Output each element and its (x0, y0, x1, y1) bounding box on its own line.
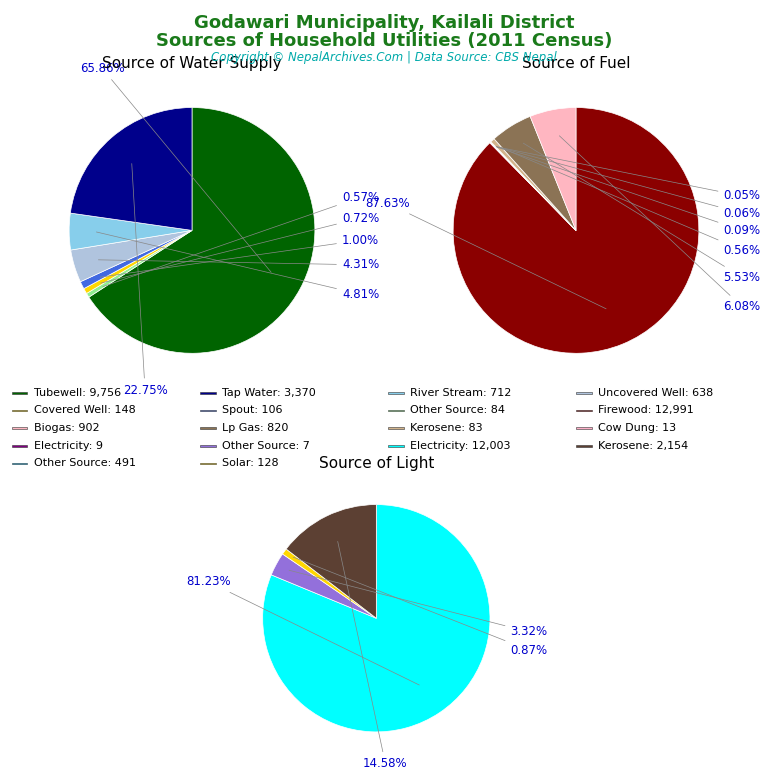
Text: Solar: 128: Solar: 128 (222, 458, 279, 468)
Wedge shape (530, 108, 576, 230)
Text: 3.32%: 3.32% (289, 571, 548, 638)
Wedge shape (84, 230, 192, 293)
Wedge shape (490, 142, 576, 230)
Text: 0.05%: 0.05% (496, 147, 760, 203)
Text: 0.87%: 0.87% (293, 558, 548, 657)
Text: Uncovered Well: 638: Uncovered Well: 638 (598, 388, 713, 398)
Title: Source of Light: Source of Light (319, 456, 434, 471)
Wedge shape (263, 505, 490, 732)
Bar (388, 427, 404, 429)
Text: Lp Gas: 820: Lp Gas: 820 (222, 423, 288, 433)
Text: River Stream: 712: River Stream: 712 (410, 388, 511, 398)
Text: Kerosene: 2,154: Kerosene: 2,154 (598, 441, 688, 451)
Text: Electricity: 9: Electricity: 9 (34, 441, 103, 451)
Bar (388, 392, 404, 394)
Bar (388, 409, 404, 412)
Wedge shape (491, 139, 576, 230)
Text: Other Source: 491: Other Source: 491 (34, 458, 136, 468)
Wedge shape (71, 108, 192, 230)
Text: 0.72%: 0.72% (101, 212, 379, 283)
Text: Other Source: 7: Other Source: 7 (222, 441, 310, 451)
Bar (576, 409, 592, 412)
Text: Cow Dung: 13: Cow Dung: 13 (598, 423, 677, 433)
Text: Firewood: 12,991: Firewood: 12,991 (598, 406, 694, 415)
Title: Source of Fuel: Source of Fuel (521, 57, 631, 71)
Text: Kerosene: 83: Kerosene: 83 (410, 423, 482, 433)
Bar (200, 462, 216, 465)
Wedge shape (491, 142, 576, 230)
Bar (12, 462, 28, 465)
Bar (388, 445, 404, 447)
Bar (200, 427, 216, 429)
Text: 65.86%: 65.86% (80, 61, 271, 273)
Bar (200, 409, 216, 412)
Text: 14.58%: 14.58% (338, 541, 408, 768)
Wedge shape (271, 554, 376, 618)
Text: 4.31%: 4.31% (98, 258, 379, 271)
Text: Godawari Municipality, Kailali District: Godawari Municipality, Kailali District (194, 14, 574, 31)
Text: Tap Water: 3,370: Tap Water: 3,370 (222, 388, 316, 398)
Wedge shape (71, 230, 192, 282)
Bar (200, 392, 216, 394)
Text: 0.09%: 0.09% (498, 147, 760, 237)
Wedge shape (494, 117, 576, 230)
Text: Other Source: 84: Other Source: 84 (410, 406, 505, 415)
Wedge shape (69, 213, 192, 250)
Text: 0.57%: 0.57% (103, 190, 379, 286)
Text: 6.08%: 6.08% (559, 136, 760, 313)
Text: Sources of Household Utilities (2011 Census): Sources of Household Utilities (2011 Cen… (156, 32, 612, 50)
Text: Covered Well: 148: Covered Well: 148 (34, 406, 135, 415)
Bar (200, 445, 216, 447)
Text: 22.75%: 22.75% (123, 164, 167, 396)
Bar (12, 445, 28, 447)
Bar (576, 445, 592, 447)
Wedge shape (283, 549, 376, 618)
Title: Source of Water Supply: Source of Water Supply (102, 57, 282, 71)
Text: 5.53%: 5.53% (523, 143, 760, 283)
Bar (12, 392, 28, 394)
Text: 81.23%: 81.23% (186, 575, 419, 685)
Wedge shape (81, 230, 192, 289)
Wedge shape (89, 108, 315, 353)
Text: Spout: 106: Spout: 106 (222, 406, 283, 415)
Text: Tubewell: 9,756: Tubewell: 9,756 (34, 388, 121, 398)
Wedge shape (87, 230, 192, 297)
Text: 0.06%: 0.06% (496, 147, 760, 220)
Bar (12, 427, 28, 429)
Wedge shape (453, 108, 699, 353)
Text: 4.81%: 4.81% (97, 232, 379, 301)
Wedge shape (490, 143, 576, 230)
Wedge shape (286, 505, 376, 618)
Text: Copyright © NepalArchives.Com | Data Source: CBS Nepal: Copyright © NepalArchives.Com | Data Sou… (211, 51, 557, 64)
Text: 1.00%: 1.00% (100, 233, 379, 277)
Bar (576, 392, 592, 394)
Text: 0.56%: 0.56% (501, 147, 760, 257)
Text: 87.63%: 87.63% (366, 197, 606, 309)
Text: Biogas: 902: Biogas: 902 (34, 423, 99, 433)
Bar (12, 409, 28, 412)
Bar (576, 427, 592, 429)
Text: Electricity: 12,003: Electricity: 12,003 (410, 441, 511, 451)
